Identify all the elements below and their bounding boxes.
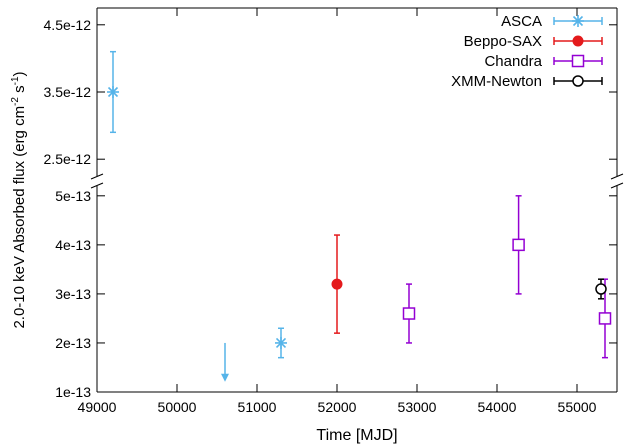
data-point: [331, 234, 343, 334]
legend-entry: ASCA: [501, 13, 603, 30]
upper-limit-head: [221, 373, 229, 382]
series-xmm-newton: [595, 278, 607, 300]
break-mark-left-2: [90, 182, 104, 189]
x-tick-label: 49000: [78, 399, 117, 415]
break-mark-right-2: [610, 182, 624, 189]
y-tick-label: 5e-13: [55, 188, 91, 204]
marker-open-square: [512, 238, 525, 252]
axis-break-marks: [90, 173, 624, 189]
legend-label: ASCA: [501, 13, 542, 30]
x-tick-label: 51000: [238, 399, 277, 415]
series-asca: [107, 50, 287, 382]
data-point: [595, 278, 607, 300]
y-axis-label-superscript-cm: -2: [10, 97, 21, 106]
break-mark-left-1: [90, 173, 104, 180]
y-axis-label-close: ): [11, 71, 28, 76]
x-tick-label: 50000: [158, 399, 197, 415]
marker-open-circle: [572, 75, 584, 87]
marker-asterisk-d2: [572, 15, 584, 27]
legend: ASCA Beppo-SAX Chandra XMM-Newton: [451, 13, 603, 90]
break-mark-right-1: [610, 173, 624, 180]
marker-open-square: [598, 312, 612, 325]
data-point: [107, 50, 119, 134]
y-tick-label: 1e-13: [55, 384, 91, 400]
marker-asterisk-d2: [107, 86, 119, 98]
series-chandra: [402, 195, 612, 359]
y-tick-label: 3e-13: [55, 286, 91, 302]
y-tick-label: 3.5e-12: [44, 84, 92, 100]
marker-open-square: [402, 307, 416, 320]
legend-entry: Beppo-SAX: [464, 33, 603, 50]
marker-open-square: [571, 54, 585, 68]
x-tick-label: 55000: [558, 399, 597, 415]
legend-label: XMM-Newton: [451, 73, 542, 90]
marker-filled-circle: [331, 278, 343, 290]
data-marks: [107, 50, 612, 382]
y-axis-label-main: 2.0-10 keV Absorbed flux (erg cm: [11, 106, 28, 329]
x-tick-label: 54000: [478, 399, 517, 415]
series-beppo-sax: [331, 234, 343, 334]
x-tick-label: 53000: [398, 399, 437, 415]
y-axis-label-superscript: -1: [10, 76, 21, 85]
legend-entry: XMM-Newton: [451, 73, 603, 90]
x-axis-ticks: 49000 50000 51000 52000 53000 54000 55000: [78, 8, 597, 415]
upper-limit-arrow: [221, 342, 229, 382]
marker-open-circle: [595, 283, 607, 295]
x-axis-label: Time [MJD]: [316, 427, 397, 444]
y-axis-ticks: 2.5e-12 3.5e-12 4.5e-12 1e-13 2e-13 3e-13 4e-1…: [44, 17, 617, 400]
data-point: [275, 327, 287, 359]
y-axis-label: 2.0-10 keV Absorbed flux (erg cm-2 s-1): [10, 71, 28, 328]
legend-label: Chandra: [484, 53, 542, 70]
data-point: [512, 195, 525, 295]
y-tick-label: 2.5e-12: [44, 151, 92, 167]
y-tick-label: 2e-13: [55, 335, 91, 351]
y-axis-label-rest: s: [11, 85, 28, 97]
legend-label: Beppo-SAX: [464, 33, 542, 50]
x-tick-label: 52000: [318, 399, 357, 415]
y-tick-label: 4.5e-12: [44, 17, 92, 33]
legend-entry: Chandra: [484, 53, 603, 70]
marker-filled-circle: [572, 35, 584, 47]
y-tick-label: 4e-13: [55, 237, 91, 253]
data-point: [402, 283, 416, 344]
marker-asterisk-d2: [275, 337, 287, 349]
